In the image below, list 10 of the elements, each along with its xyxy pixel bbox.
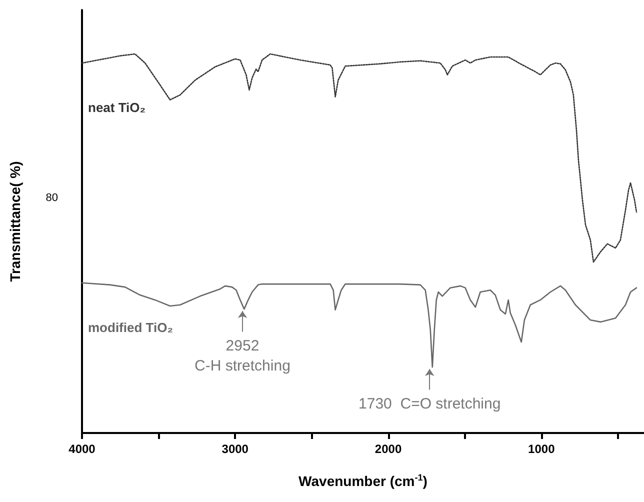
annotation: 1730 C=O stretching [358,395,501,412]
text: 80 [46,192,58,204]
x-tick-label: 1000 [528,442,556,456]
x-tick-label: 3000 [222,442,249,456]
x-tick-label: 2000 [374,442,402,456]
annotation: 2952 C-H stretching [194,337,290,374]
series-label: modified TiO₂ [88,320,174,335]
series-label: neat TiO₂ [88,100,146,116]
y-axis-title: Transmittance( %) [7,161,23,282]
x-tick-label: 4000 [68,442,96,456]
